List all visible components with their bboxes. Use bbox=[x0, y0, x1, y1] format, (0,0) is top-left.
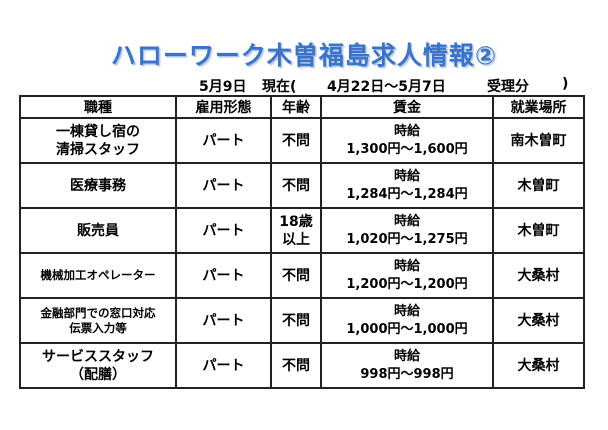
work-location: 大桑村 bbox=[492, 252, 585, 299]
job-title-line: 伝票入力等 bbox=[69, 320, 127, 335]
job-title-line: サービススタッフ bbox=[42, 348, 154, 365]
header-job: 職種 bbox=[19, 95, 177, 119]
wage-range: 1,000円～1,000円 bbox=[346, 321, 468, 337]
header-age: 年齢 bbox=[270, 95, 322, 119]
table-row: 医療事務 パート 不問 時給 1,284円～1,284円 木曽町 bbox=[19, 162, 585, 209]
job-title-line: （配膳） bbox=[70, 366, 126, 383]
wage-type: 時給 bbox=[393, 303, 420, 319]
wage-range: 1,300円～1,600円 bbox=[346, 141, 468, 157]
work-location: 南木曽町 bbox=[492, 117, 585, 164]
wage-type: 時給 bbox=[393, 348, 420, 364]
employment-type: パート bbox=[175, 162, 272, 209]
current-date: 5月9日 bbox=[199, 79, 247, 95]
job-title: 一棟貸し宿の 清掃スタッフ bbox=[19, 117, 177, 164]
wage-type: 時給 bbox=[393, 123, 420, 139]
job-title: サービススタッフ （配膳） bbox=[19, 342, 177, 389]
age-requirement: 18歳 以上 bbox=[270, 207, 322, 254]
wage-range: 998円～998円 bbox=[360, 366, 454, 382]
wage-cell: 時給 1,284円～1,284円 bbox=[320, 162, 494, 209]
wage-type: 時給 bbox=[393, 168, 420, 184]
wage-cell: 時給 1,200円～1,200円 bbox=[320, 252, 494, 299]
table-header-row: 職種 雇用形態 年齢 賃金 就業場所 bbox=[19, 95, 585, 119]
work-location: 大桑村 bbox=[492, 342, 585, 389]
status-text: 現在( bbox=[262, 79, 297, 95]
table-row: 販売員 パート 18歳 以上 時給 1,020円～1,275円 木曽町 bbox=[19, 207, 585, 254]
wage-cell: 時給 1,000円～1,000円 bbox=[320, 297, 494, 344]
table-row: 一棟貸し宿の 清掃スタッフ パート 不問 時給 1,300円～1,600円 南木… bbox=[19, 117, 585, 164]
job-title: 販売員 bbox=[19, 207, 177, 254]
job-title: 機械加工オペレーター bbox=[19, 252, 177, 299]
wage-cell: 時給 1,300円～1,600円 bbox=[320, 117, 494, 164]
age-requirement: 不問 bbox=[270, 162, 322, 209]
job-title: 金融部門での窓口対応 伝票入力等 bbox=[19, 297, 177, 344]
job-title-line: 一棟貸し宿の bbox=[56, 123, 140, 140]
table-row: 金融部門での窓口対応 伝票入力等 パート 不問 時給 1,000円～1,000円… bbox=[19, 297, 585, 344]
wage-type: 時給 bbox=[393, 258, 420, 274]
close-paren: ) bbox=[562, 76, 569, 92]
wage-range: 1,020円～1,275円 bbox=[346, 231, 468, 247]
job-title-line: 清掃スタッフ bbox=[56, 141, 140, 158]
age-requirement: 不問 bbox=[270, 297, 322, 344]
age-requirement: 不問 bbox=[270, 117, 322, 164]
received-label: 受理分 bbox=[487, 79, 529, 95]
wage-cell: 時給 998円～998円 bbox=[320, 342, 494, 389]
page-title: ハローワーク木曽福島求人情報② bbox=[110, 41, 498, 70]
employment-type: パート bbox=[175, 117, 272, 164]
job-title-line: 金融部門での窓口対応 bbox=[40, 305, 156, 320]
date-range: 4月22日～5月7日 bbox=[327, 79, 446, 95]
wage-type: 時給 bbox=[393, 213, 420, 229]
employment-type: パート bbox=[175, 297, 272, 344]
age-requirement: 不問 bbox=[270, 342, 322, 389]
wage-cell: 時給 1,020円～1,275円 bbox=[320, 207, 494, 254]
work-location: 木曽町 bbox=[492, 207, 585, 254]
employment-type: パート bbox=[175, 252, 272, 299]
table-row: サービススタッフ （配膳） パート 不問 時給 998円～998円 大桑村 bbox=[19, 342, 585, 389]
age-requirement: 不問 bbox=[270, 252, 322, 299]
job-table: 職種 雇用形態 年齢 賃金 就業場所 一棟貸し宿の 清掃スタッフ パート 不問 … bbox=[19, 95, 585, 389]
wage-range: 1,200円～1,200円 bbox=[346, 276, 468, 292]
header-wage: 賃金 bbox=[320, 95, 494, 119]
table-row: 機械加工オペレーター パート 不問 時給 1,200円～1,200円 大桑村 bbox=[19, 252, 585, 299]
age-line: 以上 bbox=[282, 231, 310, 248]
work-location: 木曽町 bbox=[492, 162, 585, 209]
employment-type: パート bbox=[175, 342, 272, 389]
header-employment: 雇用形態 bbox=[175, 95, 272, 119]
age-line: 18歳 bbox=[279, 213, 313, 230]
header-location: 就業場所 bbox=[492, 95, 585, 119]
employment-type: パート bbox=[175, 207, 272, 254]
wage-range: 1,284円～1,284円 bbox=[346, 186, 468, 202]
job-title: 医療事務 bbox=[19, 162, 177, 209]
work-location: 大桑村 bbox=[492, 297, 585, 344]
